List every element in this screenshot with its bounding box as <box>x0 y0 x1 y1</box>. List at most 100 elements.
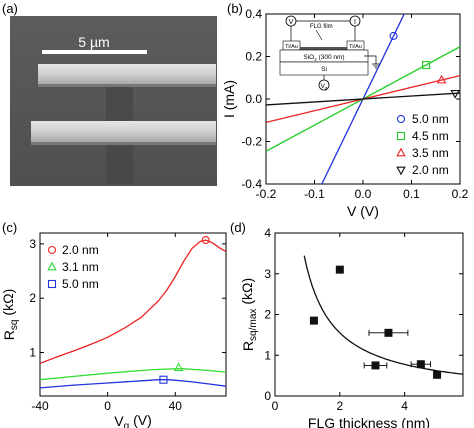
inset-wires <box>290 20 356 41</box>
iv-series-marker <box>450 89 460 99</box>
inset-ground-icon <box>364 55 380 69</box>
x-axis-label: FLG thickness (nm) <box>308 415 430 428</box>
scale-bar-label: 5 µm <box>78 34 109 50</box>
legend-marker <box>396 166 406 176</box>
y-tick-label: 0.2 <box>245 50 262 64</box>
y-tick-label: 3 <box>29 237 36 251</box>
plot-frame <box>39 232 227 397</box>
x-tick-label: -0.1 <box>304 187 325 201</box>
legend-marker <box>396 147 406 157</box>
inset-film-arrow <box>315 29 323 41</box>
rsq-series-line <box>40 239 226 365</box>
label-main: I (mA) <box>221 80 237 118</box>
rsq-series-marker <box>173 362 184 372</box>
iv-series-marker <box>421 60 431 70</box>
panel-a-label: (a) <box>2 1 18 16</box>
panel-a: (a) 5 µm <box>2 1 217 186</box>
legend-label: 2.0 nm <box>62 243 99 257</box>
legend-label: 4.5 nm <box>412 129 449 143</box>
legend-label: 3.5 nm <box>412 146 449 160</box>
y-tick-label: 2 <box>29 291 36 305</box>
gate-source-icon <box>318 79 330 91</box>
iv-lines <box>266 14 460 184</box>
legend-marker <box>47 261 57 271</box>
label-main: V <box>114 413 124 428</box>
label-suffix: (kΩ) <box>239 278 255 309</box>
iv-chart: -0.2 -0.1 0.0 0.1 0.2-0.4-0.20.00.20.4V (V)I… <box>221 7 469 219</box>
panel-d: (d) 0 2 4 0 1 2 3 4 FLG thickness (nm) Rsq/max (k… <box>230 220 464 428</box>
rsq-vs-vg-chart: -40 0 40 1 2 3 Vg (V) Rsq (kΩ) 2.0 nm 3.1 nm 5.0 n… <box>0 232 227 428</box>
legend-label: 3.1 nm <box>62 260 99 274</box>
y-tick-label: -0.2 <box>241 135 262 149</box>
x-tick-label: 0 <box>272 399 279 413</box>
x-tick-label: 4 <box>401 399 408 413</box>
rsq-series-line <box>40 368 226 381</box>
y-axis-label: I (mA) <box>221 80 237 118</box>
y-tick-label: 1 <box>29 346 36 360</box>
panel-c-label: (c) <box>2 220 17 235</box>
y-tick-label: 0 <box>264 389 271 403</box>
x-tick-label: 0.1 <box>403 187 420 201</box>
legend-marker <box>396 131 406 141</box>
label-main: V (V) <box>347 203 379 219</box>
data-point <box>371 361 380 370</box>
panel-d-label: (d) <box>230 220 246 235</box>
data-point <box>416 360 425 369</box>
legend-marker <box>47 279 57 289</box>
legend-marker <box>47 245 57 255</box>
iv-series-marker <box>436 74 447 84</box>
inset-electrode-right-label: Ti/Au <box>349 44 362 50</box>
rsq-lines <box>40 239 226 389</box>
legend-marker <box>396 114 406 124</box>
legend-label: 2.0 nm <box>412 163 449 177</box>
y-tick-label: 0.0 <box>245 92 262 106</box>
inset-v-label: V <box>289 19 294 26</box>
legend-label: 5.0 nm <box>62 277 99 291</box>
panel-b-label: (b) <box>227 1 243 16</box>
electrode-bottom-edge <box>31 142 216 145</box>
label-main: R <box>240 341 256 351</box>
data-point <box>384 328 393 337</box>
rsq-series-marker <box>201 236 210 245</box>
label-sub: g <box>124 421 130 428</box>
x-axis-label: V (V) <box>347 203 379 219</box>
data-point <box>335 265 344 274</box>
label-main: R <box>1 330 17 340</box>
y-tick-label: 2 <box>264 308 271 322</box>
y-axis-label: Rsq (kΩ) <box>0 289 20 340</box>
electrode-top <box>38 64 216 84</box>
y-tick-label: 0.4 <box>245 7 262 21</box>
fit-curve <box>303 255 463 375</box>
rsq-series-line <box>40 379 226 389</box>
electrode-bottom <box>31 121 216 142</box>
y-tick-label: -0.4 <box>241 177 262 191</box>
y-axis-label: Rsq/max (kΩ) <box>239 278 259 351</box>
label-suffix: (kΩ) <box>0 289 16 320</box>
inset-film <box>300 47 347 50</box>
label-main: FLG thickness (nm) <box>308 415 430 428</box>
x-axis-label: Vg (V) <box>114 412 152 428</box>
iv-series-marker <box>389 31 398 40</box>
inset-substrate-label: Si <box>321 66 327 73</box>
legend-label: 5.0 nm <box>412 112 449 126</box>
x-tick-label: -0.2 <box>256 187 277 201</box>
x-tick-label: 0.2 <box>452 187 469 201</box>
electrode-top-edge <box>38 84 216 87</box>
panel-c: (c) -40 0 40 1 2 3 Vg (V) Rsq (kΩ) 2.0 nm 3.1 nm 5… <box>0 220 227 428</box>
data-point <box>309 316 318 325</box>
y-tick-label: 4 <box>264 226 271 240</box>
iv-legend: 5.0 nm 4.5 nm 3.5 nm 2.0 nm <box>396 112 449 177</box>
label-suffix: (V) <box>129 412 152 428</box>
inset-film-label: FLG film <box>310 24 333 30</box>
rsqmax-vs-thickness-chart: 0 2 4 0 1 2 3 4 FLG thickness (nm) Rsq/max (kΩ) <box>239 226 464 428</box>
x-tick-label: 0.0 <box>355 187 372 201</box>
scale-bar <box>42 50 147 54</box>
inset-electrode-left-label: Ti/Au <box>285 44 298 50</box>
rsq-legend: 2.0 nm 3.1 nm 5.0 nm <box>47 243 99 291</box>
inset-vg-label: Vg <box>321 83 328 91</box>
x-tick-label: 0 <box>104 399 111 413</box>
y-tick-label: 1 <box>264 348 271 362</box>
label-sub: sq/max <box>248 309 259 341</box>
x-tick-label: 2 <box>336 399 343 413</box>
